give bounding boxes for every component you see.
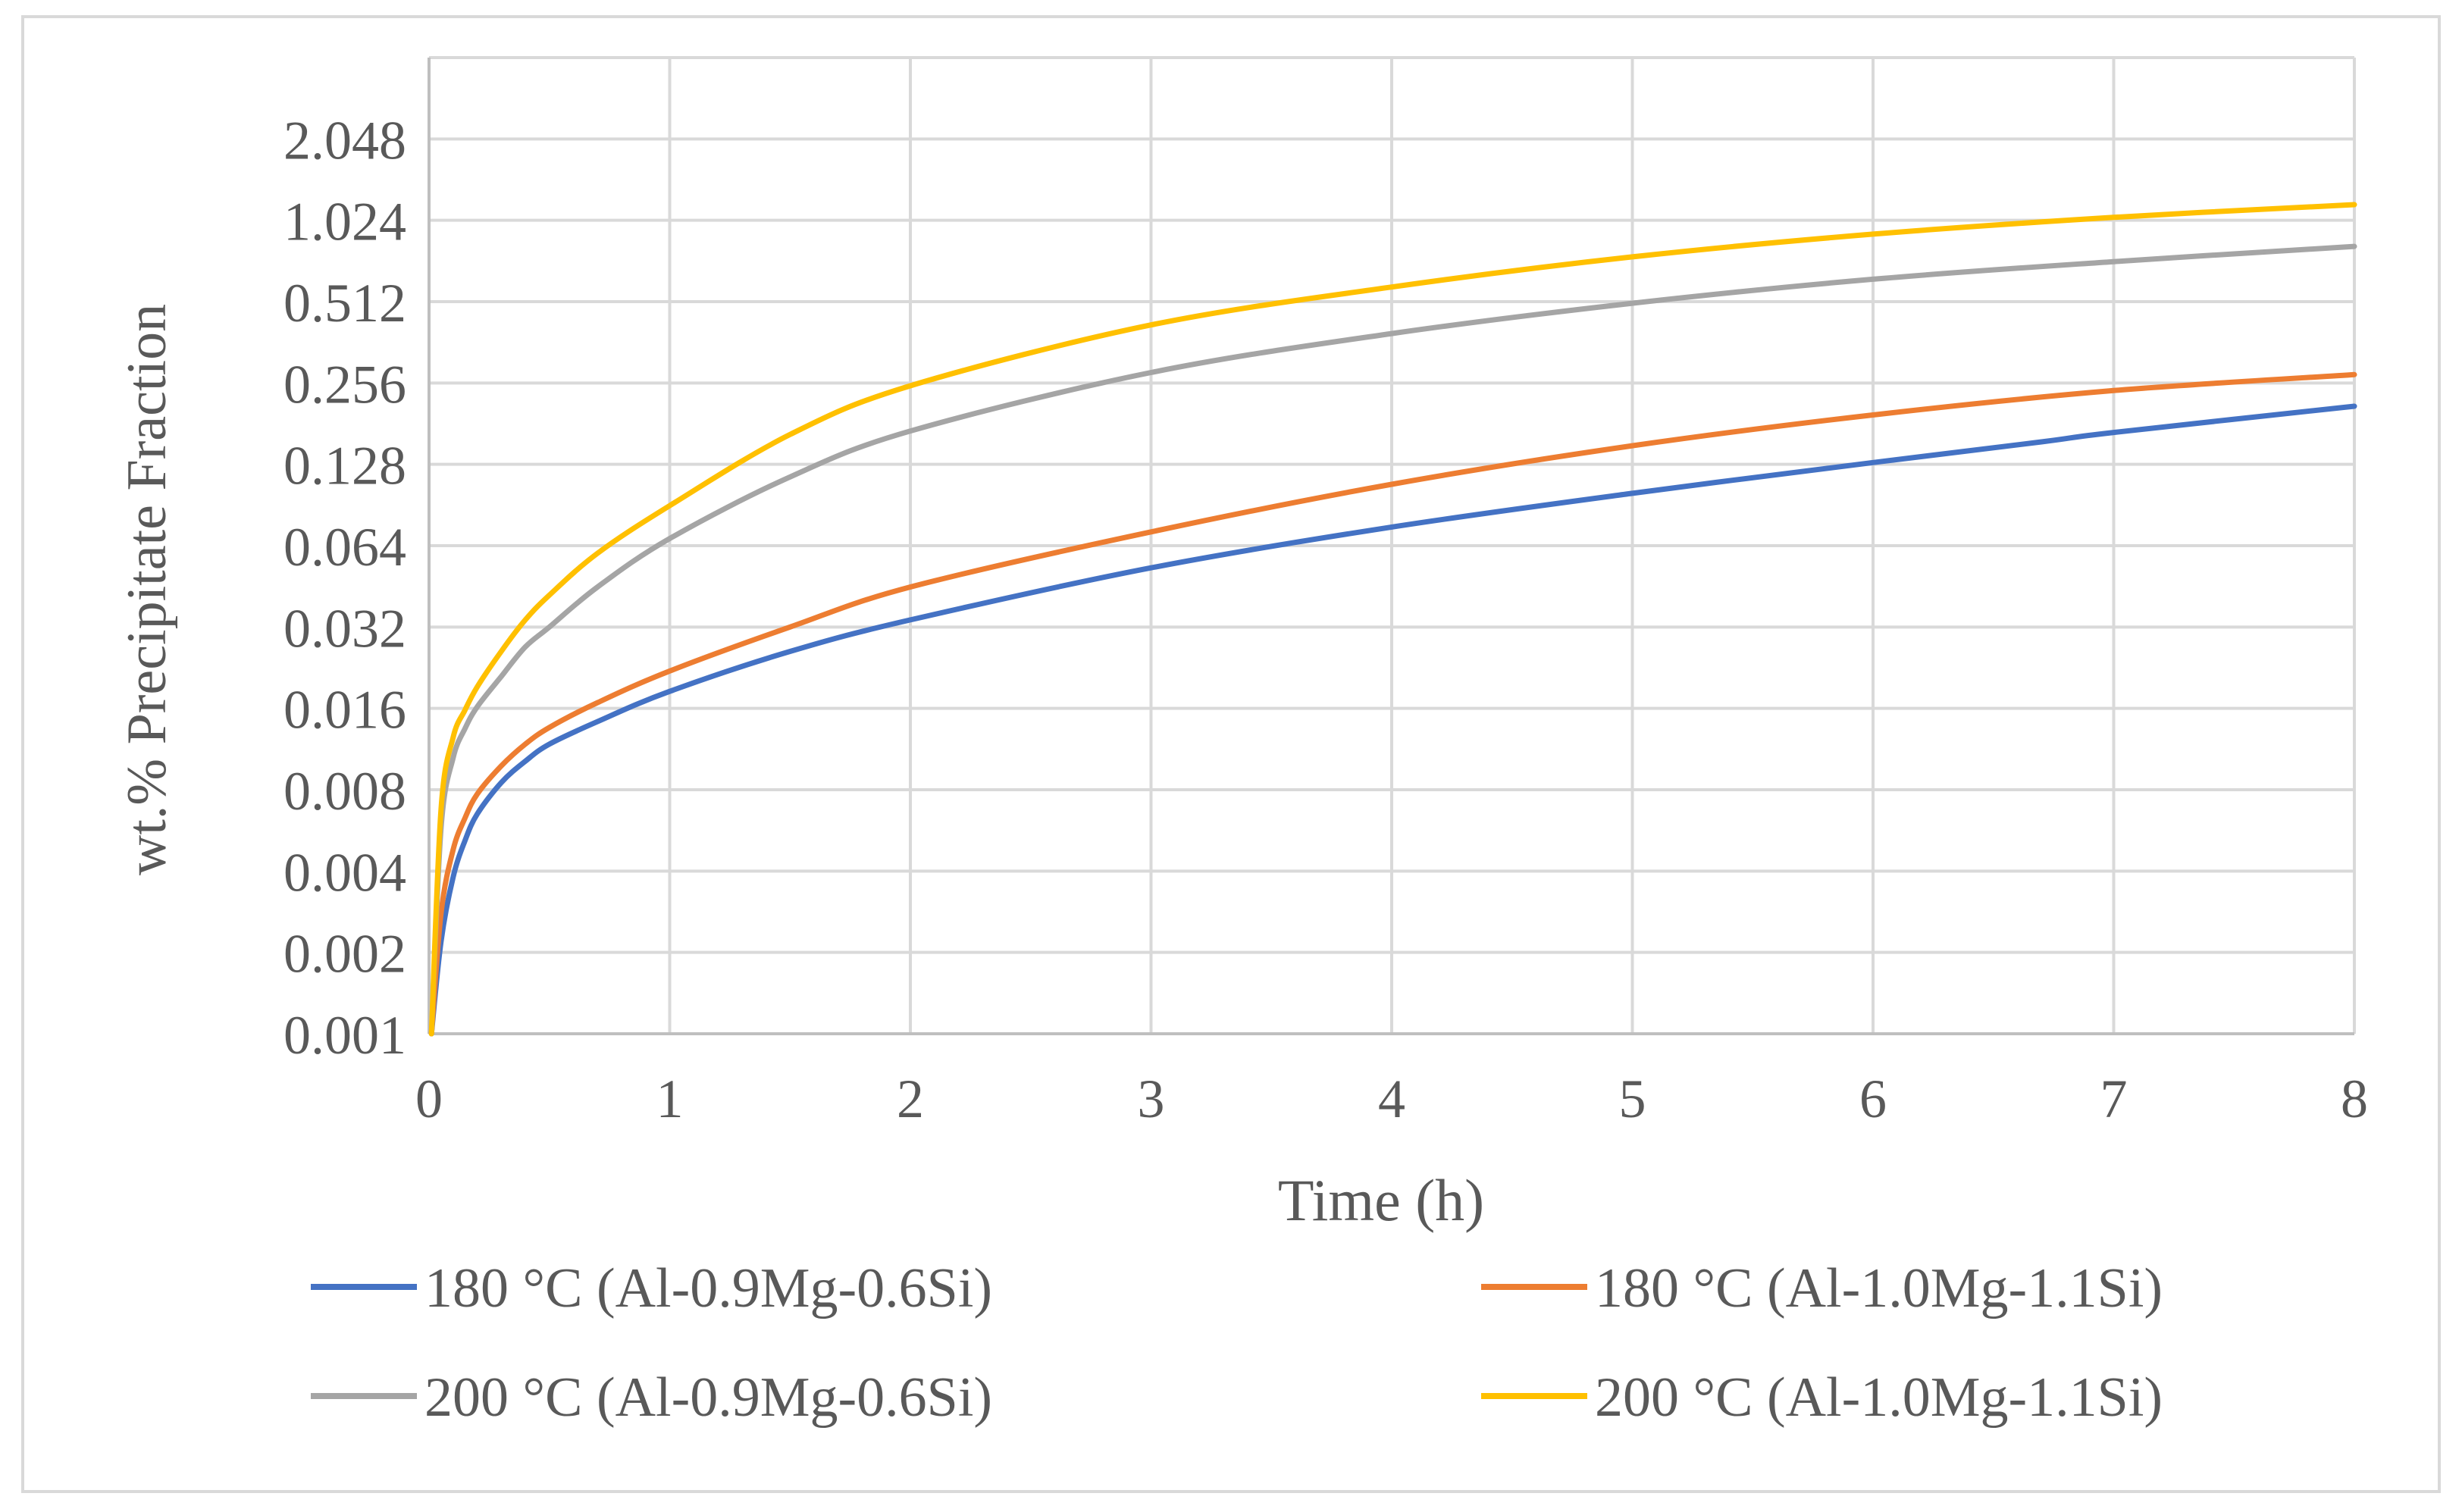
x-tick-label: 6 (1859, 1069, 1887, 1129)
y-tick-label: 0.032 (283, 598, 406, 659)
y-axis-title: wt.% Precipitate Fraction (116, 304, 178, 875)
y-tick-label: 0.064 (283, 517, 406, 578)
series-lines (428, 202, 2357, 1037)
y-tick-label: 0.128 (283, 436, 406, 496)
series-line-4 (428, 202, 2357, 1037)
x-axis-title: Time (h) (1278, 1167, 1484, 1233)
y-tick-label: 1.024 (283, 192, 406, 252)
legend: 180 °C (Al-0.9Mg-0.6Si) 180 °C (Al-1.0Mg-… (311, 1257, 2163, 1429)
legend-label-4: 200 °C (Al-1.0Mg-1.1Si) (1595, 1366, 2163, 1429)
legend-label-3: 200 °C (Al-0.9Mg-0.6Si) (424, 1366, 992, 1429)
x-tick-label: 4 (1378, 1069, 1405, 1129)
x-tick-label: 5 (1619, 1069, 1646, 1129)
series-line-3 (428, 243, 2357, 1037)
y-tick-label: 0.001 (283, 1005, 406, 1066)
x-tick-label: 8 (2341, 1069, 2368, 1129)
tick-labels: 0.001 0.002 0.004 0.008 0.016 0.032 0.064 0.128… (283, 110, 2368, 1129)
chart-border (21, 15, 2441, 1493)
y-tick-label: 2.048 (283, 110, 406, 171)
y-tick-label: 0.008 (283, 761, 406, 822)
y-tick-label: 0.002 (283, 924, 406, 985)
axes (428, 58, 2354, 1035)
legend-label-2: 180 °C (Al-1.0Mg-1.1Si) (1595, 1257, 2163, 1319)
y-tick-label: 0.016 (283, 680, 406, 740)
y-tick-label: 0.512 (283, 273, 406, 333)
series-line-2 (428, 371, 2357, 1037)
x-tick-label: 3 (1138, 1069, 1165, 1129)
y-tick-label: 0.004 (283, 842, 406, 903)
x-tick-label: 0 (415, 1069, 443, 1129)
x-tick-label: 1 (656, 1069, 684, 1129)
legend-label-1: 180 °C (Al-0.9Mg-0.6Si) (424, 1257, 992, 1319)
gridlines (429, 56, 2356, 1034)
x-tick-label: 7 (2100, 1069, 2128, 1129)
y-tick-label: 0.256 (283, 354, 406, 415)
series-line-1 (428, 403, 2357, 1037)
x-tick-label: 2 (897, 1069, 924, 1129)
